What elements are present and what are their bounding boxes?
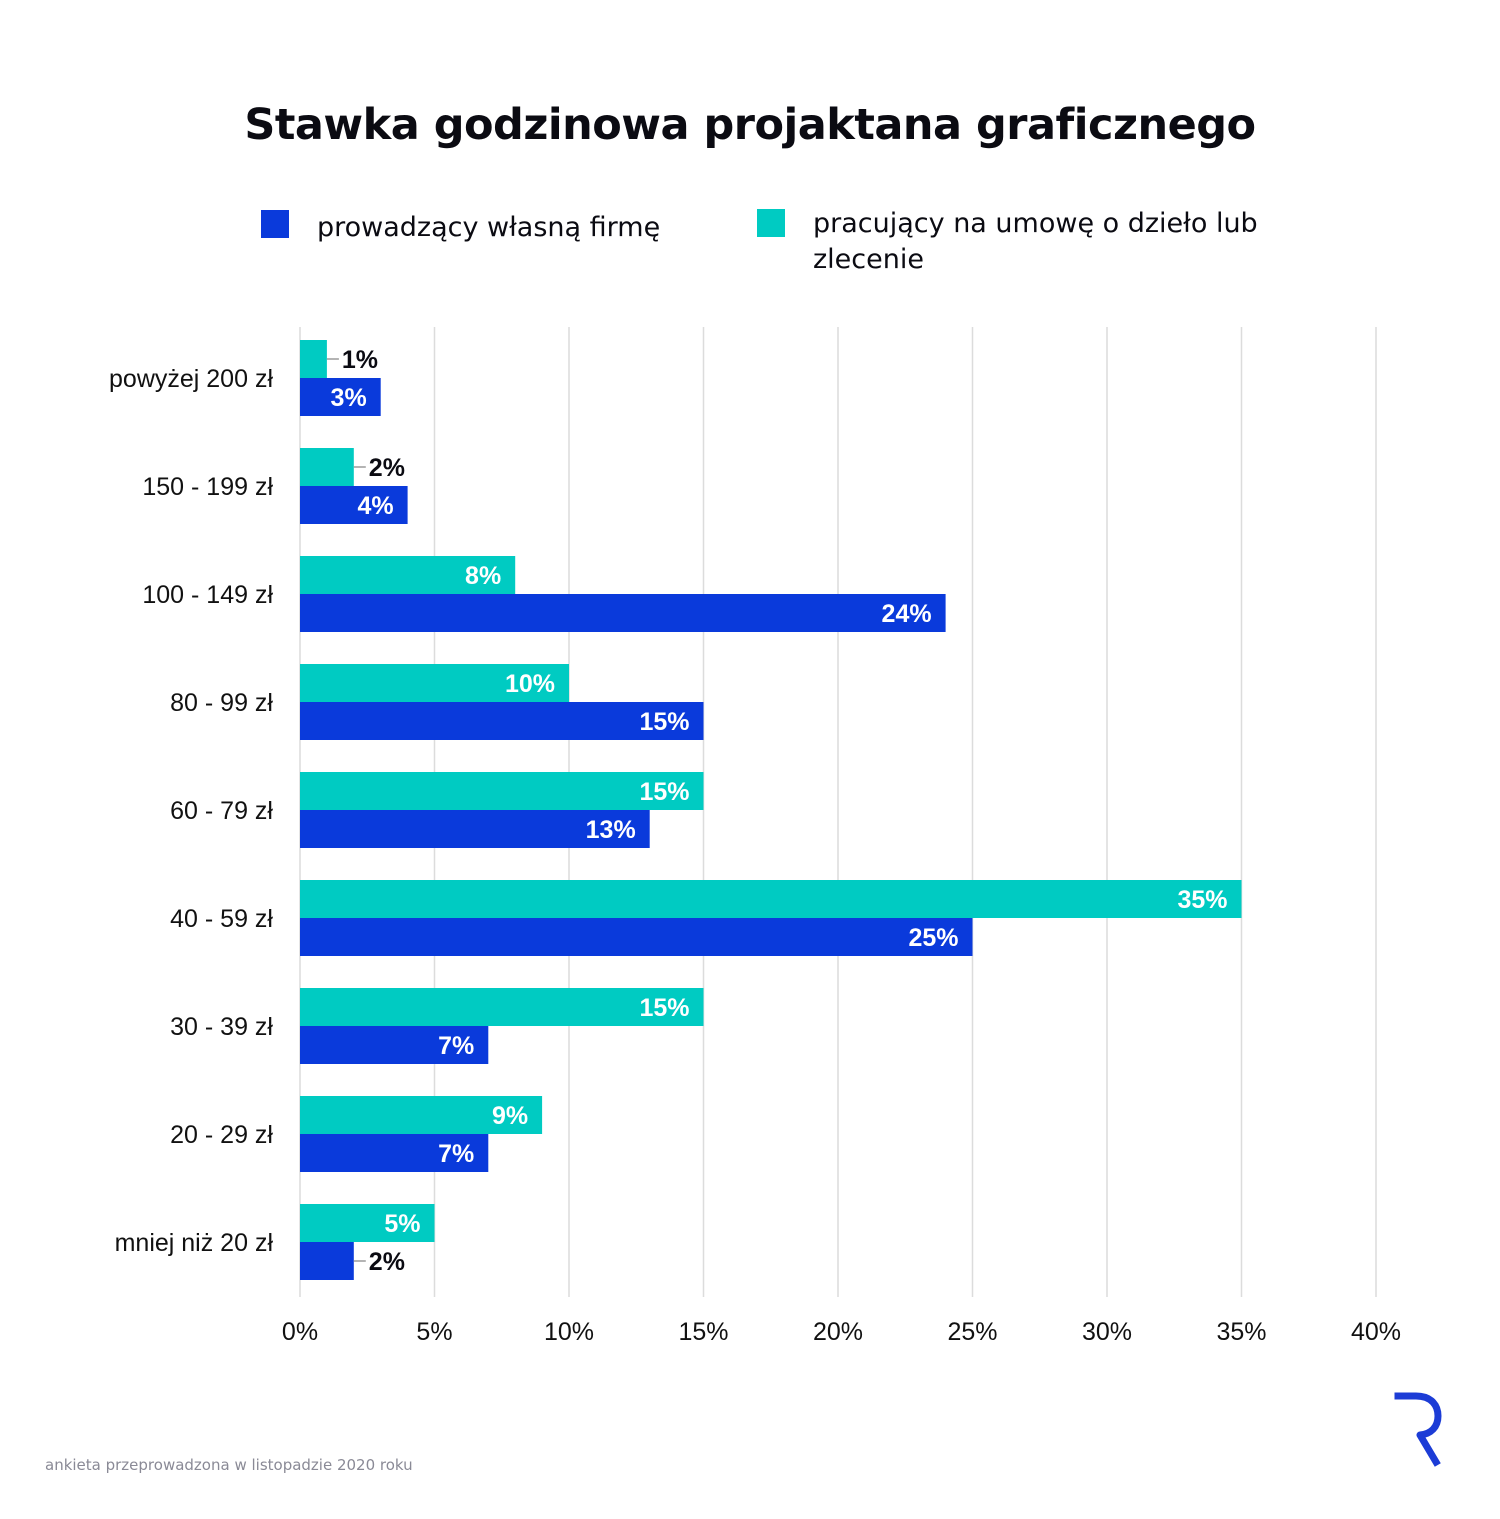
x-tick-label: 35% — [1216, 1318, 1266, 1346]
category-label: 30 - 39 zł — [170, 1013, 273, 1041]
bar-firm — [300, 1134, 489, 1172]
category-label: 40 - 59 zł — [170, 905, 273, 933]
bar-contract — [300, 772, 704, 810]
legend-swatch-firm — [261, 210, 289, 238]
data-label: 3% — [331, 384, 367, 412]
bar-firm — [300, 1242, 354, 1280]
data-label: 4% — [357, 492, 393, 520]
bar-firm — [300, 1026, 489, 1064]
bar-contract — [300, 880, 1242, 918]
category-label: powyżej 200 zł — [109, 365, 273, 393]
data-label: 13% — [586, 816, 636, 844]
category-label: 20 - 29 zł — [170, 1121, 273, 1149]
bar-contract — [300, 1096, 543, 1134]
x-tick-label: 20% — [813, 1318, 863, 1346]
data-label: 1% — [342, 346, 378, 374]
bar-firm — [300, 378, 381, 416]
bar-contract — [300, 1204, 435, 1242]
legend-item-contract: pracujący na umowę o dzieło lub zlecenie — [757, 206, 1277, 278]
category-label: mniej niż 20 zł — [115, 1229, 274, 1257]
data-label: 35% — [1177, 886, 1227, 914]
x-tick-label: 10% — [544, 1318, 594, 1346]
legend-label-contract: pracujący na umowę o dzieło lub zlecenie — [813, 208, 1258, 275]
x-tick-label: 15% — [678, 1318, 728, 1346]
data-label: 15% — [639, 708, 689, 736]
category-label: 100 - 149 zł — [142, 581, 273, 609]
bar-contract — [300, 340, 327, 378]
r-logo-icon — [1394, 1392, 1442, 1467]
legend-item-firm: prowadzący własną firmę — [261, 210, 660, 246]
logo-stroke — [1394, 1392, 1442, 1467]
x-tick-label: 30% — [1082, 1318, 1132, 1346]
bar-firm — [300, 594, 946, 632]
data-label: 9% — [492, 1102, 528, 1130]
bar-firm — [300, 702, 704, 740]
data-label: 8% — [465, 562, 501, 590]
footnote: ankieta przeprowadzona w listopadzie 202… — [45, 1456, 413, 1474]
category-label: 60 - 79 zł — [170, 797, 273, 825]
data-label: 7% — [438, 1140, 474, 1168]
bar-contract — [300, 988, 704, 1026]
category-label: 150 - 199 zł — [142, 473, 273, 501]
category-label: 80 - 99 zł — [170, 689, 273, 717]
data-label: 25% — [908, 924, 958, 952]
bar-firm — [300, 486, 408, 524]
data-label: 15% — [639, 778, 689, 806]
data-label: 10% — [505, 670, 555, 698]
chart-title: Stawka godzinowa projaktana graficznego — [244, 100, 1256, 150]
legend-swatch-contract — [757, 209, 785, 237]
data-label: 7% — [438, 1032, 474, 1060]
bar-firm — [300, 810, 650, 848]
bar-contract — [300, 556, 516, 594]
data-label: 2% — [369, 454, 405, 482]
x-tick-label: 25% — [947, 1318, 997, 1346]
bar-contract — [300, 448, 354, 486]
x-tick-label: 0% — [282, 1318, 318, 1346]
x-tick-label: 40% — [1351, 1318, 1401, 1346]
legend-label-firm: prowadzący własną firmę — [317, 212, 661, 243]
data-label: 24% — [882, 600, 932, 628]
x-tick-label: 5% — [416, 1318, 452, 1346]
data-label: 5% — [384, 1210, 420, 1238]
bar-contract — [300, 664, 569, 702]
data-label: 15% — [639, 994, 689, 1022]
data-label: 2% — [369, 1248, 405, 1276]
bar-firm — [300, 918, 973, 956]
